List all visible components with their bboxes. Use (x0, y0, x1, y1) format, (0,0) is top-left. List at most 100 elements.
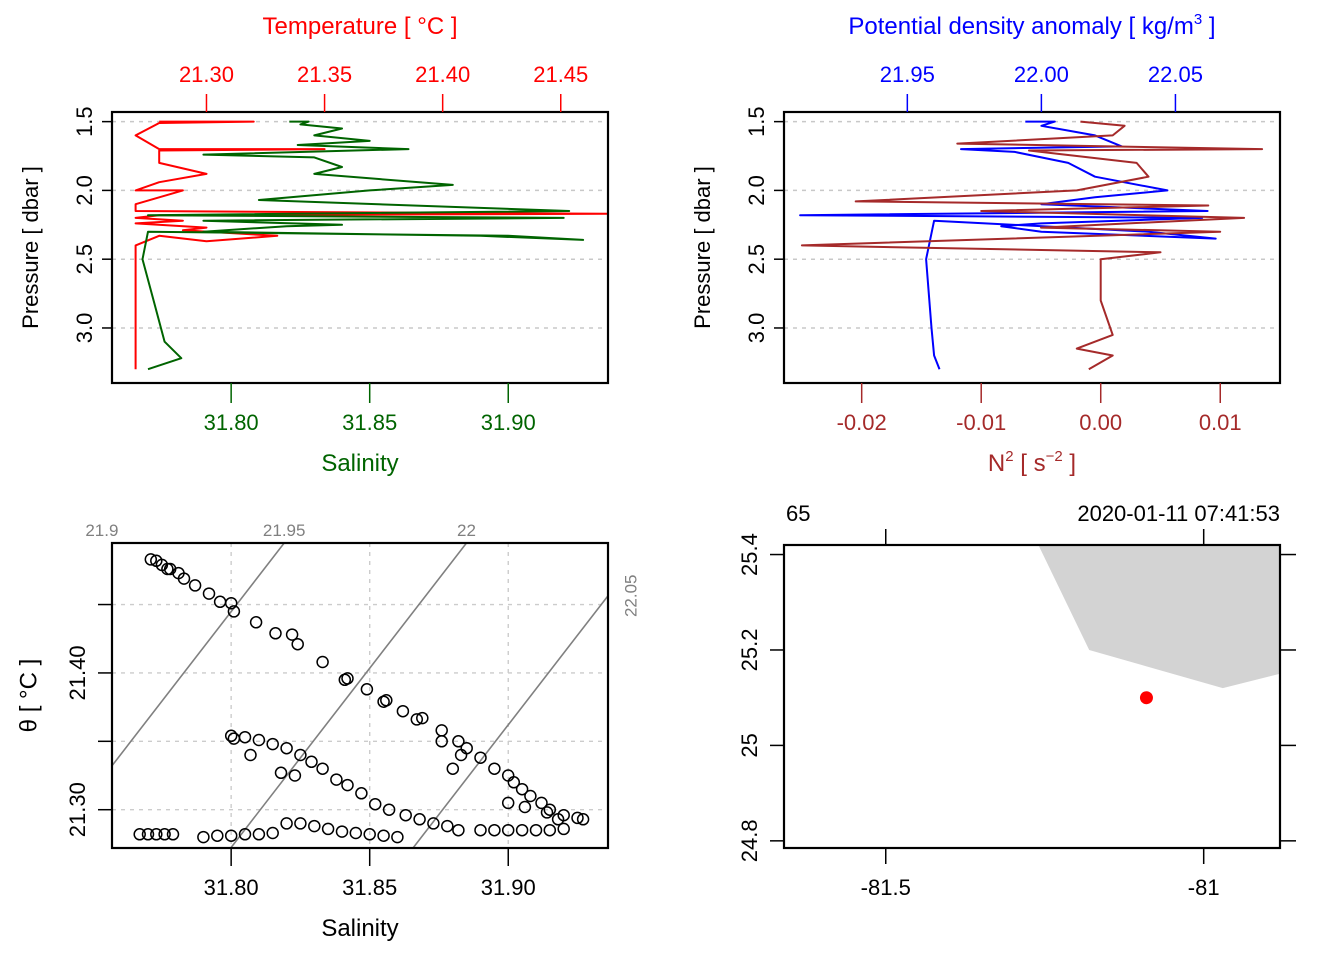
bottom-axis-tick-label: 31.90 (481, 410, 536, 435)
data-point (305, 755, 318, 769)
data-point (280, 817, 293, 830)
data-point (543, 823, 557, 837)
isopycnal-label: 22 (457, 521, 476, 540)
data-point (308, 819, 321, 833)
data-point (399, 808, 412, 822)
data-point (452, 823, 465, 837)
data-point (133, 828, 146, 841)
bottom-axis-tick-label: 31.85 (342, 410, 397, 435)
station-marker (1139, 691, 1153, 705)
data-point (227, 605, 241, 618)
bottom-axis-tick-label: 0.00 (1079, 410, 1122, 435)
data-point (244, 748, 257, 762)
data-point (413, 813, 426, 826)
y-tick-label: 3.0 (72, 313, 97, 344)
top-axis-tick-label: 21.30 (179, 62, 234, 87)
bottom-axis-tick-label: 31.80 (204, 410, 259, 435)
data-point (202, 587, 216, 600)
data-point (238, 828, 252, 841)
x-tick-label: -81.5 (861, 875, 911, 900)
data-point (391, 830, 404, 844)
y-tick-label: 2.0 (744, 175, 769, 206)
data-point (141, 828, 155, 841)
data-point (341, 778, 354, 792)
top-axis-tick-label: 22.05 (1148, 62, 1203, 87)
top-axis-title-superscript: 3 (1194, 11, 1202, 28)
top-axis-tick-label: 21.45 (533, 62, 588, 87)
top-axis-tick-label: 21.35 (297, 62, 352, 87)
y-tick-label: 3.0 (744, 313, 769, 344)
data-point (158, 828, 171, 841)
isopycnal-line (229, 543, 468, 848)
data-point (515, 823, 529, 837)
data-point (211, 829, 224, 842)
y-tick-label: 2.0 (72, 175, 97, 206)
data-point (355, 787, 368, 800)
data-point (188, 579, 202, 592)
data-point (454, 748, 468, 762)
coastline-land (1038, 545, 1280, 689)
isopycnal-line (112, 543, 286, 768)
panel-density-n2-profile: 1.5 2.0 2.5 3.0 Pressure [ dbar ] 21.95 22.00 2… (690, 11, 1282, 477)
top-axis-title-text: Temperature [ °C ] (263, 13, 458, 40)
data-point (363, 828, 376, 841)
top-axis-title: Temperature [ °C ] (263, 13, 458, 40)
data-point (330, 773, 343, 786)
data-point (557, 822, 570, 836)
data-point (488, 823, 501, 837)
data-point (543, 803, 557, 816)
data-point (266, 737, 279, 751)
series-line-salinity (141, 120, 585, 371)
bottom-axis-title: Salinity (321, 450, 398, 477)
data-point (360, 683, 374, 696)
data-point (238, 730, 252, 744)
data-point (150, 828, 163, 841)
data-point (377, 829, 390, 842)
data-point (576, 813, 590, 826)
data-point (249, 616, 263, 629)
top-axis-tick-label: 21.95 (880, 62, 935, 87)
data-point (529, 823, 543, 837)
data-point (524, 789, 537, 803)
data-point (488, 762, 501, 775)
data-point (316, 655, 329, 669)
bottom-axis-tick-label: -0.02 (837, 410, 887, 435)
data-point (335, 825, 349, 838)
data-point (252, 733, 266, 747)
data-point (427, 817, 440, 830)
y-tick-label: 21.40 (65, 645, 90, 700)
data-point (382, 803, 396, 816)
data-point (224, 729, 238, 743)
bottom-axis-title-text: Salinity (321, 450, 398, 477)
data-point (518, 800, 532, 814)
data-point (316, 762, 329, 775)
data-point (144, 553, 158, 566)
data-point (452, 735, 465, 748)
isopycnal-label: 22.05 (621, 575, 640, 618)
top-axis-title-end: ] (1202, 13, 1215, 40)
data-point (294, 748, 307, 762)
bottom-axis-title-superscript-2: −2 (1046, 448, 1063, 465)
bottom-axis-title: N2 [ s−2 ] (988, 448, 1076, 477)
x-tick-label: -81 (1188, 875, 1220, 900)
data-point (441, 819, 454, 833)
data-point (266, 826, 279, 840)
data-point (507, 776, 521, 789)
station-time-label: 2020-01-11 07:41:53 (1077, 501, 1280, 526)
data-point (416, 711, 429, 725)
data-point (501, 823, 515, 837)
data-point (161, 562, 174, 576)
isopycnal-line (412, 594, 608, 848)
y-tick-label: 2.5 (744, 244, 769, 275)
data-point (274, 766, 288, 780)
data-point (294, 817, 307, 830)
data-point (285, 628, 299, 641)
panel-station-map: -81.5 -81 24.8 25 25.2 25.4 65 2020-01-11 07:41… (737, 501, 1296, 900)
panel-temperature-salinity-profile: 1.5 2.0 2.5 3.0 Pressure [ dbar ] 21.30 21.35 2… (18, 13, 610, 477)
data-point (321, 822, 335, 836)
station-id-label: 65 (786, 501, 810, 526)
data-point (446, 762, 460, 775)
y-tick-label: 21.30 (65, 782, 90, 837)
bottom-axis-tick-label: 0.01 (1199, 410, 1242, 435)
y-tick-label: 25.2 (737, 629, 762, 672)
